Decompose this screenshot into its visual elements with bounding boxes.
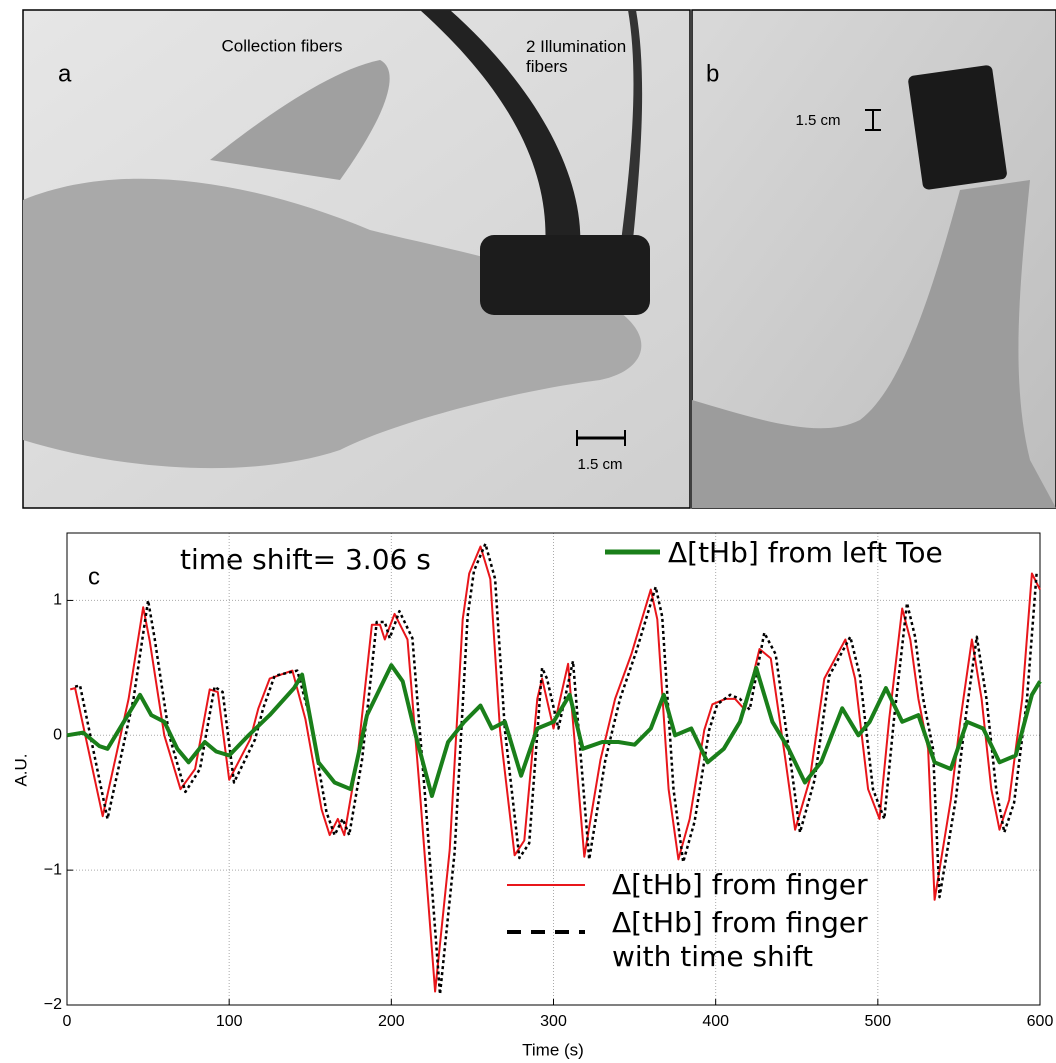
chart: c time shift= 3.06 s Time (s) A.U. 0 100 2… xyxy=(11,532,1054,1059)
photo-b: b 1.5 cm xyxy=(691,9,1056,509)
series-line xyxy=(69,545,1041,993)
legend-label: Δ[tHb] from finger with time shift xyxy=(612,906,868,973)
x-tick-label: 200 xyxy=(378,1013,405,1030)
scale-bar-label: 1.5 cm xyxy=(577,456,622,473)
y-tick-label: −1 xyxy=(44,861,62,878)
legend-label: Δ[tHb] from left Toe xyxy=(668,536,943,569)
x-tick-label: 600 xyxy=(1027,1013,1054,1030)
y-tick-label: −2 xyxy=(44,996,62,1013)
x-tick-label: 500 xyxy=(864,1013,891,1030)
panel-label: b xyxy=(706,60,719,87)
legend-label: Δ[tHb] from finger xyxy=(612,868,868,901)
x-axis-label: Time (s) xyxy=(522,1040,584,1059)
plot-frame xyxy=(66,532,1041,1006)
x-tick-label: 300 xyxy=(540,1013,567,1030)
series-line xyxy=(66,663,1042,798)
x-tick-label: 400 xyxy=(702,1013,729,1030)
photo-a: a Collection fibers 1.5 cm xyxy=(22,9,691,509)
y-tick-label: 1 xyxy=(53,592,62,609)
annotation: time shift= 3.06 s xyxy=(180,543,431,576)
y-tick-label: 0 xyxy=(53,727,62,744)
scale-bar-label: 1.5 cm xyxy=(795,112,840,129)
x-tick-label: 0 xyxy=(63,1013,72,1030)
y-axis-label: A.U. xyxy=(11,753,30,786)
panel-label: a xyxy=(58,60,72,87)
panel-label: c xyxy=(88,563,100,590)
x-tick-label: 100 xyxy=(216,1013,243,1030)
annotation: 2 Illumination fibers xyxy=(526,37,627,76)
annotation: Collection fibers xyxy=(222,36,343,55)
